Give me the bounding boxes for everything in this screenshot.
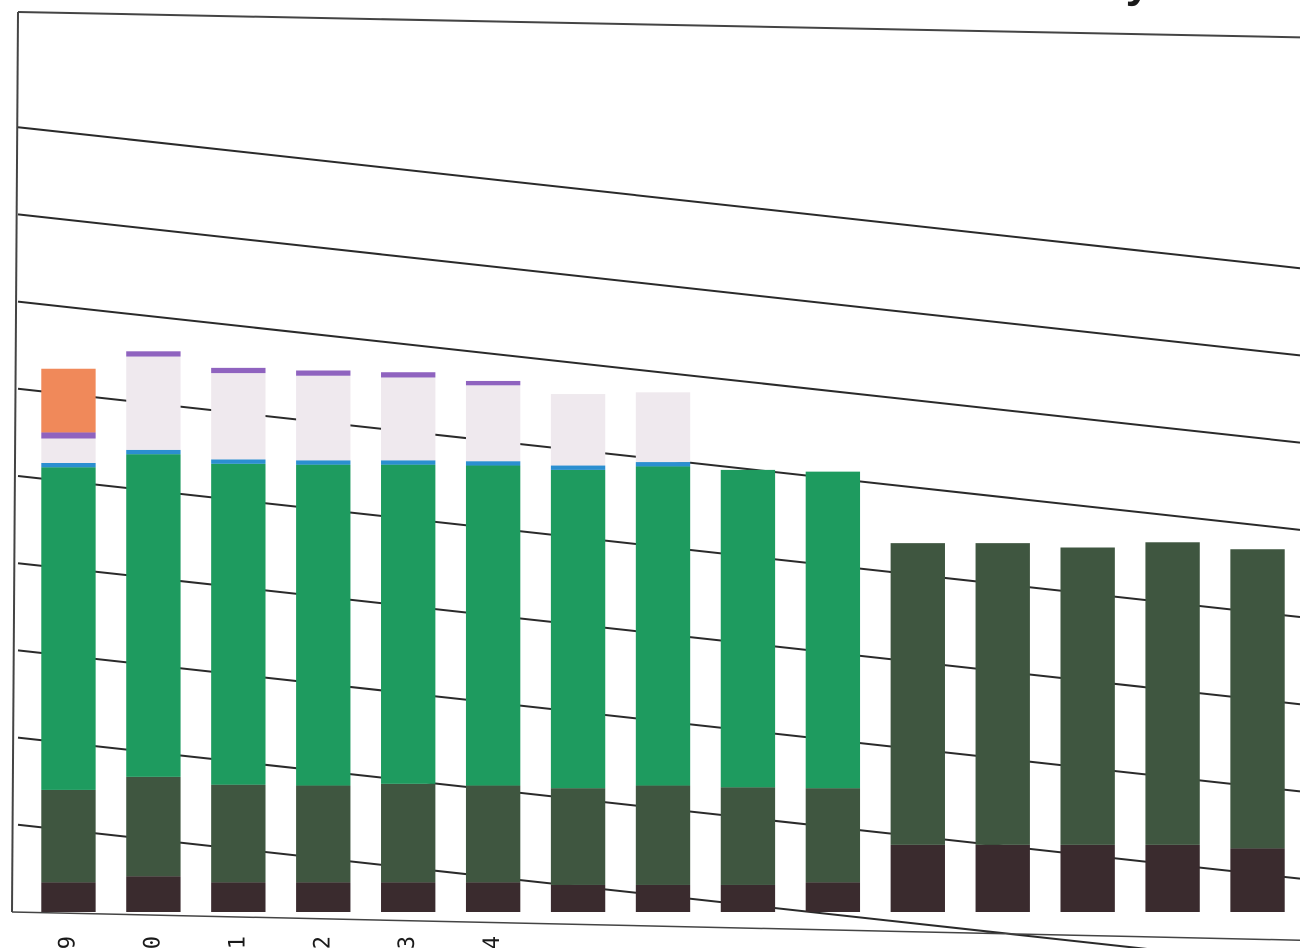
bar-segment-14-0 [1230,848,1285,912]
bar-segment-0-1 [41,789,96,883]
bar-segment-10-0 [890,844,945,912]
bar-segment-2-3 [211,459,266,464]
bar-segment-6-3 [550,465,606,470]
bar-segment-11-0 [975,844,1030,912]
bar-segment-6-0 [550,884,606,912]
bar-segment-11-1 [975,543,1030,845]
gridline-90 [17,126,1300,270]
bar-segment-7-0 [635,884,691,912]
bar-segment-9-2 [805,471,861,789]
bar-segment-6-4 [550,394,606,466]
gridline-70 [17,300,1300,444]
bar-segment-8-2 [720,469,776,788]
bar-segment-13-0 [1145,844,1200,912]
bar-segment-12-0 [1060,844,1115,912]
bar-segment-7-2 [635,466,691,786]
bar-segment-0-2 [41,467,96,790]
bar-segment-1-0 [126,876,181,912]
bar-segment-1-2 [126,454,181,777]
bar-segment-1-3 [126,449,181,455]
bar-segment-7-3 [635,462,691,467]
bar-segment-4-3 [381,460,436,465]
bar-segment-1-4 [126,356,181,450]
bar-segment-5-1 [465,785,521,883]
bar-segment-7-1 [635,785,691,885]
bar-segment-3-4 [296,375,351,461]
bars [41,351,1285,912]
bar-segment-0-5 [41,432,96,439]
bar-segment-0-0 [41,882,96,912]
bar-segment-0-3 [41,462,96,468]
bar-segment-13-1 [1145,542,1200,845]
bar-segment-2-4 [211,373,266,460]
bar-segment-2-5 [211,367,266,374]
bar-segment-0-6 [41,368,96,433]
bar-segment-8-0 [720,884,776,912]
bar-segment-10-1 [890,543,945,845]
bar-segment-1-1 [126,776,181,877]
bar-segment-7-4 [635,392,691,463]
x-tick-label-5: 4 [480,936,505,948]
bar-segment-3-2 [296,464,351,786]
plot-frame [11,11,1300,941]
bar-segment-1-5 [126,351,181,357]
gridline-80 [17,213,1300,357]
bar-segment-3-1 [296,785,351,883]
bar-segment-3-0 [296,882,351,912]
bar-segment-2-0 [211,882,266,912]
bar-segment-3-3 [296,460,351,465]
x-tick-label-2: 1 [225,936,250,948]
bar-segment-5-5 [465,380,521,386]
x-tick-label-1: 0 [140,936,165,948]
bar-segment-5-3 [465,461,521,466]
bar-segment-5-2 [465,465,521,786]
bar-segment-6-2 [550,469,606,789]
bar-segment-9-0 [805,882,861,912]
x-tick-label-4: 3 [395,936,420,948]
bar-segment-14-1 [1230,549,1285,849]
plot-top-border [17,11,1300,39]
bar-segment-0-4 [41,438,96,463]
bar-segment-12-1 [1060,547,1115,845]
bar-segment-4-4 [381,377,436,461]
bar-segment-9-1 [805,788,861,883]
bar-segment-4-2 [381,464,436,784]
bar-segment-4-5 [381,372,436,378]
bar-segment-2-1 [211,784,266,883]
bar-segment-8-1 [720,787,776,885]
bar-segment-4-1 [381,783,436,883]
y-axis-line [11,11,19,913]
x-tick-label-3: 2 [310,936,335,948]
bar-segment-6-1 [550,788,606,885]
x-axis-line [11,911,1300,941]
bar-segment-5-0 [465,882,521,912]
bar-segment-3-5 [296,370,351,376]
bar-segment-5-4 [465,385,521,462]
bar-segment-4-0 [381,882,436,912]
bar-segment-2-2 [211,463,266,785]
x-tick-label-0: 19 [55,936,80,948]
x-tick-labels: 19 0 1 2 3 4 [55,936,505,948]
